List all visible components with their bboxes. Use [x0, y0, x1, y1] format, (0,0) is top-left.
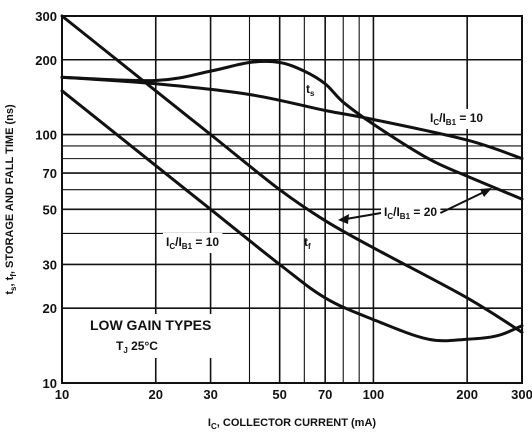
ratio10-right-label: IC/IB1 = 10: [430, 111, 483, 127]
x-tick-label: 200: [456, 387, 478, 402]
y-axis-title: ts, tf, STORAGE AND FALL TIME (ns): [4, 104, 18, 295]
ts-curve-label-t: t: [306, 82, 310, 96]
ratio20-b: /I: [393, 205, 400, 219]
x-axis-title-i: I: [208, 417, 211, 429]
ratio10-left-a: I: [166, 235, 169, 249]
ratio20-left-arrow: [345, 212, 382, 220]
info-box-background: [86, 314, 216, 358]
ratio10-right-b: /I: [439, 111, 446, 125]
ratio10-right-a: I: [430, 111, 433, 125]
y-tick-label: 300: [35, 9, 57, 24]
ratio10-left-asub: C: [169, 242, 175, 251]
gain-types-label: LOW GAIN TYPES: [90, 317, 211, 333]
series-tf-ratio20: [60, 14, 524, 334]
series-ts-ratio10: [60, 75, 524, 161]
ratio10-left-label-background: [163, 233, 223, 253]
tf-curve-label-sub: f: [308, 242, 311, 251]
ratio20-rest: = 20: [410, 205, 437, 219]
temperature-sub: J: [123, 346, 127, 355]
y-axis-title-t2: , t: [4, 276, 16, 286]
ratio10-right-rest: = 10: [456, 111, 483, 125]
y-tick-label: 30: [43, 257, 57, 272]
ratio20-left-arrowhead: [338, 214, 349, 224]
ts-curve-label: ts: [306, 82, 315, 98]
y-tick-label: 50: [43, 202, 57, 217]
series-ts-ratio20: [60, 59, 524, 201]
ratio10-left-label-group: IC/IB1 = 10: [163, 233, 223, 253]
temperature-t: T: [116, 339, 124, 353]
ts-curve-label-sub: s: [310, 89, 315, 98]
junction-temperature-label: TJ 25°C: [116, 339, 158, 355]
y-axis-title-sub1: s: [9, 286, 18, 291]
ratio10-right-label-group: IC/IB1 = 10: [427, 109, 487, 129]
x-tick-label: 10: [55, 387, 69, 402]
curves: [60, 14, 524, 343]
ratio20-bsub: B1: [400, 212, 411, 221]
ratio20-right-arrowhead: [480, 188, 492, 197]
info-box: LOW GAIN TYPES TJ 25°C: [86, 314, 216, 358]
x-tick-label: 70: [318, 387, 332, 402]
series-tf-ratio10: [60, 89, 524, 343]
ratio10-right-asub: C: [433, 118, 439, 127]
ratio10-left-bsub: B1: [182, 242, 193, 251]
ratio10-left-rest: = 10: [192, 235, 219, 249]
x-tick-label: 50: [272, 387, 286, 402]
ratio10-left-b: /I: [175, 235, 182, 249]
ratio20-label-group: IC/IB1 = 20: [338, 188, 492, 224]
ratio20-label-background: [381, 203, 441, 223]
y-axis-title-t1: t: [4, 291, 16, 295]
x-axis-title: IC, COLLECTOR CURRENT (mA): [208, 417, 376, 431]
tf-curve-label-t: t: [304, 235, 308, 249]
y-tick-label: 100: [35, 128, 57, 143]
ratio20-label: IC/IB1 = 20: [384, 205, 437, 221]
plot-frame: [61, 15, 523, 384]
x-tick-label: 300: [511, 387, 532, 402]
y-tick-label: 200: [35, 53, 57, 68]
x-axis-title-sub: C: [211, 422, 217, 431]
y-axis-title-rest: , STORAGE AND FALL TIME (ns): [4, 104, 16, 274]
y-axis-title-sub2: f: [9, 274, 18, 277]
y-tick-label: 10: [43, 376, 57, 391]
ratio20-a: I: [384, 205, 387, 219]
x-tick-label: 100: [363, 387, 385, 402]
y-tick-label: 70: [43, 166, 57, 181]
x-axis-title-rest: , COLLECTOR CURRENT (mA): [217, 417, 377, 429]
temperature-rest: 25°C: [128, 339, 158, 353]
x-tick-label: 20: [149, 387, 163, 402]
ratio20-asub: C: [387, 212, 393, 221]
ratio10-right-label-background: [427, 109, 487, 129]
ratio10-right-bsub: B1: [446, 118, 457, 127]
tick-labels: 10 20 30 50 70 100 200 300 10 20 30 50 70 100 200 300: [35, 9, 532, 402]
x-tick-label: 30: [203, 387, 217, 402]
y-tick-label: 20: [43, 301, 57, 316]
ratio20-right-arrow: [439, 191, 485, 214]
ratio10-left-label: IC/IB1 = 10: [166, 235, 219, 251]
tf-curve-label: tf: [304, 235, 311, 251]
